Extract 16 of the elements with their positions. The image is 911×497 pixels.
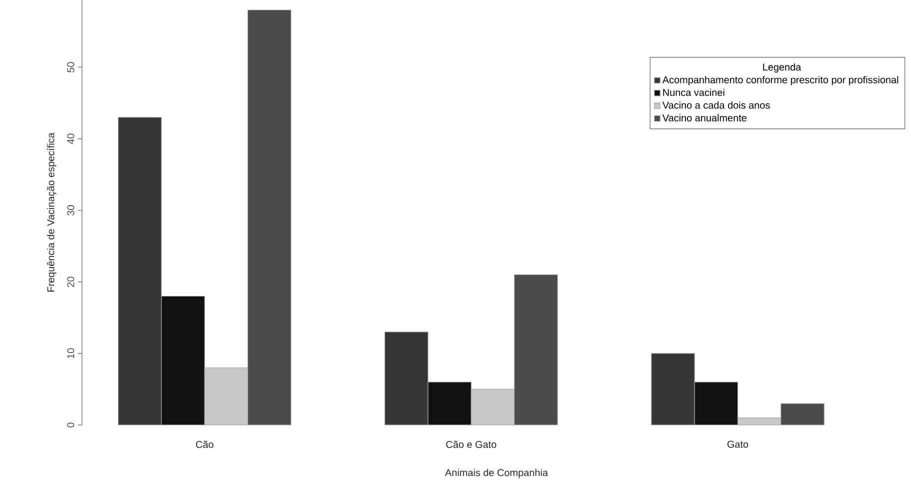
x-tick-label: Cão e Gato [446,440,496,448]
legend-label: Acompanhamento conforme prescrito por profissional [662,76,898,86]
legend-label: Vacino anualmente [662,114,746,122]
x-axis-title: Animais de Companhia [445,468,548,478]
y-tick-label: 20 [67,276,74,287]
y-axis-title: Frequência de Vacinação específica [46,132,56,292]
y-tick-label: 30 [67,205,74,216]
y-tick-label: 10 [67,348,74,358]
legend-label: Vacino a cada dois anos [662,101,770,109]
y-tick-label: 50 [67,62,74,72]
y-tick-label: 0 [67,422,74,428]
x-tick-label: Gato [727,440,748,448]
y-tick-label: 40 [67,134,74,144]
legend-label: Nunca vacinei [663,88,724,96]
x-tick-label: Cão [196,440,214,448]
legend-title: Legenda [763,63,802,73]
